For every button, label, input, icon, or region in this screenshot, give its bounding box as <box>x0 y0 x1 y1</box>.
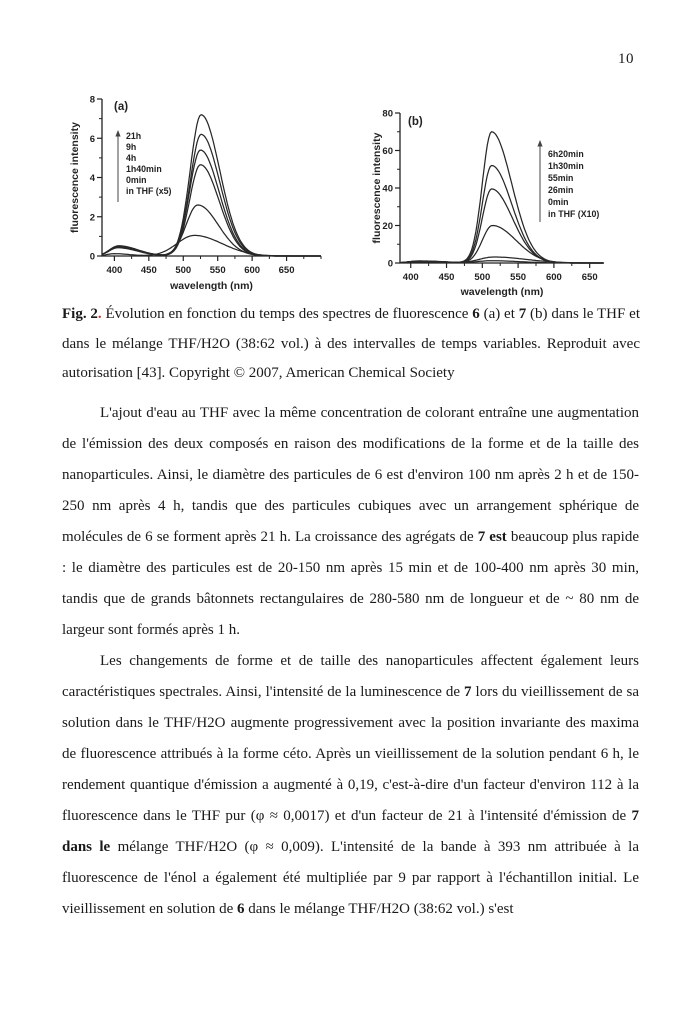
svg-text:8: 8 <box>90 95 95 106</box>
svg-text:6h20min: 6h20min <box>548 149 584 159</box>
series-55min <box>400 188 604 264</box>
svg-text:0min: 0min <box>548 197 569 207</box>
axis-labels: wavelength (nm) fluorescence intensity <box>372 132 543 298</box>
svg-text:650: 650 <box>582 272 598 283</box>
chart-b-canvas: 0 20 40 60 80 400 450 500 550 600 650 wavelength (n… <box>372 109 604 298</box>
svg-text:0: 0 <box>90 252 95 263</box>
svg-text:4h: 4h <box>126 153 136 163</box>
svg-text:600: 600 <box>546 272 562 283</box>
svg-text:500: 500 <box>175 265 191 276</box>
svg-text:0: 0 <box>388 259 393 270</box>
legend: 6h20min 1h30min 55min 26min 0min in THF (X10) <box>537 140 599 222</box>
svg-text:1h30min: 1h30min <box>548 161 584 171</box>
chart-a-canvas: 0 2 4 6 8 400 450 500 550 600 650 wavelength (nm) fl… <box>69 95 322 292</box>
svg-text:26min: 26min <box>548 185 573 195</box>
svg-text:6: 6 <box>90 134 95 145</box>
panel-label: (a) <box>114 101 128 113</box>
fluorescence-chart-a: 0 2 4 6 8 400 450 500 550 600 650 wavelength (nm) fl… <box>58 86 370 302</box>
svg-text:9h: 9h <box>126 142 136 152</box>
svg-text:2: 2 <box>90 212 95 223</box>
svg-text:400: 400 <box>106 265 122 276</box>
page-number: 10 <box>618 51 634 67</box>
svg-text:fluorescence intensity: fluorescence intensity <box>372 132 383 243</box>
svg-text:550: 550 <box>510 272 526 283</box>
svg-text:wavelength (nm): wavelength (nm) <box>460 286 544 298</box>
svg-text:450: 450 <box>141 265 157 276</box>
svg-text:20: 20 <box>382 221 393 232</box>
svg-text:80: 80 <box>382 109 393 120</box>
svg-text:40: 40 <box>382 184 393 195</box>
svg-text:wavelength (nm): wavelength (nm) <box>169 280 253 292</box>
svg-text:650: 650 <box>279 265 295 276</box>
fluorescence-chart-b: 0 20 40 60 80 400 450 500 550 600 650 wavelength (n… <box>372 98 664 304</box>
spectra-curves <box>101 114 321 257</box>
svg-text:400: 400 <box>403 272 419 283</box>
svg-text:in THF (X10): in THF (X10) <box>548 209 599 219</box>
svg-text:500: 500 <box>474 272 490 283</box>
series-in THF (x5) <box>101 234 321 257</box>
svg-text:in THF (x5): in THF (x5) <box>126 186 172 196</box>
figure-caption: Fig. 2. Évolution en fonction du temps d… <box>62 306 640 381</box>
panel-label: (b) <box>408 116 423 128</box>
legend-arrow-up-icon <box>115 130 121 137</box>
svg-text:fluorescence intensity: fluorescence intensity <box>69 122 81 233</box>
svg-text:(b): (b) <box>408 116 423 128</box>
svg-text:1h40min: 1h40min <box>126 164 162 174</box>
body-text: L'ajout d'eau au THF avec la même concen… <box>62 398 639 925</box>
series-in THF (X10) <box>399 260 604 264</box>
svg-text:0min: 0min <box>126 175 147 185</box>
body-paragraph-2: Les changements de forme et de taille de… <box>62 653 639 917</box>
axes: 0 2 4 6 8 400 450 500 550 600 650 <box>90 95 322 276</box>
spectra-curves <box>399 131 604 264</box>
svg-text:450: 450 <box>439 272 455 283</box>
svg-text:4: 4 <box>90 173 96 184</box>
svg-text:55min: 55min <box>548 173 573 183</box>
svg-text:60: 60 <box>382 146 393 157</box>
axis-labels: wavelength (nm) fluorescence intensity <box>69 122 253 292</box>
svg-text:(a): (a) <box>114 101 128 113</box>
svg-text:600: 600 <box>244 265 260 276</box>
legend-arrow-up-icon <box>537 140 543 147</box>
body-paragraph-1: L'ajout d'eau au THF avec la même concen… <box>62 405 639 638</box>
svg-text:550: 550 <box>210 265 226 276</box>
svg-text:21h: 21h <box>126 131 141 141</box>
